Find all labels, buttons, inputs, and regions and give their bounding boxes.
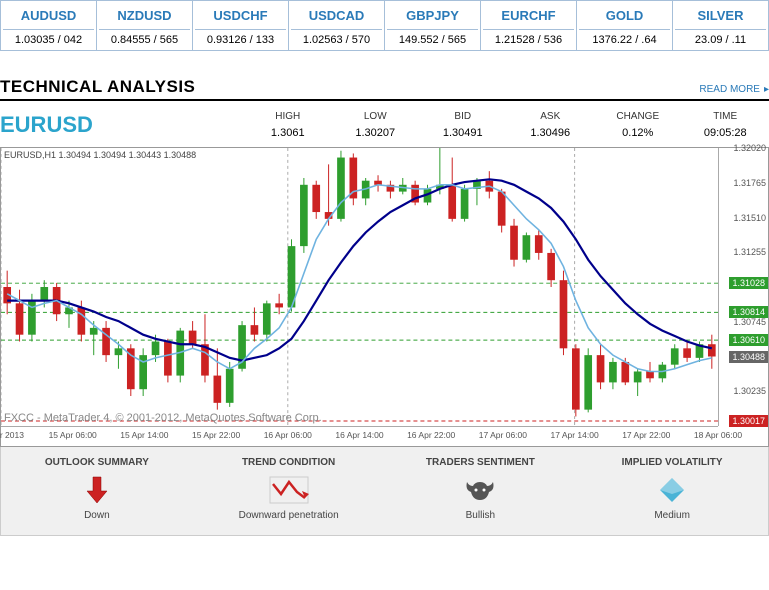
quote-symbol: SILVER xyxy=(675,5,766,26)
indicator-text: Bullish xyxy=(385,510,577,521)
indicator-trend-down: TREND CONDITION Downward penetration xyxy=(193,457,385,521)
quote-value: 1.21528 / 536 xyxy=(483,29,574,46)
arrow-down-icon xyxy=(1,474,193,506)
x-tick: 16 Apr 22:00 xyxy=(407,430,455,440)
stat-label: BID xyxy=(419,111,507,127)
y-tick: 1.30235 xyxy=(733,386,766,396)
quote-symbol: USDCAD xyxy=(291,5,382,26)
y-tick: 1.31765 xyxy=(733,178,766,188)
quote-symbol: EURCHF xyxy=(483,5,574,26)
quote-symbol: GBPJPY xyxy=(387,5,478,26)
x-tick: 15 Apr 22:00 xyxy=(192,430,240,440)
chart-watermark: FXCC - MetaTrader 4, © 2001-2012, MetaQu… xyxy=(4,412,322,424)
indicator-text: Downward penetration xyxy=(193,510,385,521)
quote-cell[interactable]: GOLD 1376.22 / .64 xyxy=(577,1,673,50)
x-tick: 16 Apr 06:00 xyxy=(264,430,312,440)
stat-change: CHANGE0.12% xyxy=(594,111,682,139)
stat-value: 1.30496 xyxy=(507,127,595,139)
quote-cell[interactable]: SILVER 23.09 / .11 xyxy=(673,1,768,50)
quote-cell[interactable]: GBPJPY 149.552 / 565 xyxy=(385,1,481,50)
indicator-title: IMPLIED VOLATILITY xyxy=(576,457,768,468)
y-badge: 1.30814 xyxy=(729,306,768,318)
x-tick: 18 Apr 06:00 xyxy=(694,430,742,440)
x-tick: 17 Apr 14:00 xyxy=(550,430,598,440)
stat-high: HIGH1.3061 xyxy=(244,111,332,139)
indicator-title: TRADERS SENTIMENT xyxy=(385,457,577,468)
stat-label: HIGH xyxy=(244,111,332,127)
indicator-diamond: IMPLIED VOLATILITY Medium xyxy=(576,457,768,521)
indicator-text: Down xyxy=(1,510,193,521)
indicator-title: OUTLOOK SUMMARY xyxy=(1,457,193,468)
indicator-text: Medium xyxy=(576,510,768,521)
stats-row: EURUSD HIGH1.3061LOW1.30207BID1.30491ASK… xyxy=(0,109,769,141)
stat-bid: BID1.30491 xyxy=(419,111,507,139)
x-tick: 15 Apr 06:00 xyxy=(49,430,97,440)
chart-plot-area xyxy=(1,148,718,426)
stat-label: CHANGE xyxy=(594,111,682,127)
stat-value: 1.30491 xyxy=(419,127,507,139)
chart-svg xyxy=(1,148,718,426)
y-badge: 1.31028 xyxy=(729,277,768,289)
y-tick: 1.31255 xyxy=(733,247,766,257)
pair-symbol: EURUSD xyxy=(0,112,244,138)
candlestick-chart: EURUSD,H1 1.30494 1.30494 1.30443 1.3048… xyxy=(0,147,769,447)
quote-symbol: NZDUSD xyxy=(99,5,190,26)
y-badge: 1.30017 xyxy=(729,415,768,427)
read-more-link[interactable]: READ MORE ▸ xyxy=(699,84,769,95)
chart-x-axis: 12 Apr 2013 15 Apr 06:00 15 Apr 14:00 15 Ap… xyxy=(1,426,718,446)
quote-symbol: GOLD xyxy=(579,5,670,26)
quote-symbol: AUDUSD xyxy=(3,5,94,26)
quote-cell[interactable]: USDCHF 0.93126 / 133 xyxy=(193,1,289,50)
chevron-right-icon: ▸ xyxy=(764,84,769,95)
quote-value: 1.02563 / 570 xyxy=(291,29,382,46)
y-badge: 1.30488 xyxy=(729,351,768,363)
section-header: TECHNICAL ANALYSIS READ MORE ▸ xyxy=(0,77,769,101)
quote-value: 0.84555 / 565 xyxy=(99,29,190,46)
quote-symbol: USDCHF xyxy=(195,5,286,26)
quote-value: 0.93126 / 133 xyxy=(195,29,286,46)
quote-cell[interactable]: EURCHF 1.21528 / 536 xyxy=(481,1,577,50)
y-tick: 1.32020 xyxy=(733,143,766,153)
indicator-arrow-down: OUTLOOK SUMMARY Down xyxy=(1,457,193,521)
indicator-row: OUTLOOK SUMMARY DownTREND CONDITION Down… xyxy=(0,447,769,536)
diamond-icon xyxy=(576,474,768,506)
stats-container: HIGH1.3061LOW1.30207BID1.30491ASK1.30496… xyxy=(244,111,769,139)
x-tick: 16 Apr 14:00 xyxy=(335,430,383,440)
stat-value: 0.12% xyxy=(594,127,682,139)
chart-y-axis: 1.320201.317651.315101.312551.307451.302… xyxy=(718,148,768,426)
stat-time: TIME09:05:28 xyxy=(682,111,769,139)
quote-cell[interactable]: USDCAD 1.02563 / 570 xyxy=(289,1,385,50)
quote-cell[interactable]: AUDUSD 1.03035 / 042 xyxy=(1,1,97,50)
stat-low: LOW1.30207 xyxy=(332,111,420,139)
quote-value: 1376.22 / .64 xyxy=(579,29,670,46)
stat-ask: ASK1.30496 xyxy=(507,111,595,139)
x-tick: 17 Apr 22:00 xyxy=(622,430,670,440)
quote-cell[interactable]: NZDUSD 0.84555 / 565 xyxy=(97,1,193,50)
read-more-label: READ MORE xyxy=(699,84,760,95)
x-tick: 15 Apr 14:00 xyxy=(120,430,168,440)
x-tick: 17 Apr 06:00 xyxy=(479,430,527,440)
quote-value: 149.552 / 565 xyxy=(387,29,478,46)
trend-down-icon xyxy=(193,474,385,506)
indicator-bull: TRADERS SENTIMENT Bullish xyxy=(385,457,577,521)
quote-value: 1.03035 / 042 xyxy=(3,29,94,46)
bull-icon xyxy=(385,474,577,506)
y-badge: 1.30610 xyxy=(729,334,768,346)
stat-value: 09:05:28 xyxy=(682,127,769,139)
stat-label: ASK xyxy=(507,111,595,127)
quote-value: 23.09 / .11 xyxy=(675,29,766,46)
x-tick: 12 Apr 2013 xyxy=(0,430,24,440)
y-tick: 1.31510 xyxy=(733,213,766,223)
section-title: TECHNICAL ANALYSIS xyxy=(0,77,195,97)
stat-value: 1.30207 xyxy=(332,127,420,139)
stat-value: 1.3061 xyxy=(244,127,332,139)
stat-label: TIME xyxy=(682,111,769,127)
chart-ohlc-label: EURUSD,H1 1.30494 1.30494 1.30443 1.3048… xyxy=(4,150,196,160)
indicator-title: TREND CONDITION xyxy=(193,457,385,468)
stat-label: LOW xyxy=(332,111,420,127)
quote-bar: AUDUSD1.03035 / 042NZDUSD0.84555 / 565US… xyxy=(0,0,769,51)
